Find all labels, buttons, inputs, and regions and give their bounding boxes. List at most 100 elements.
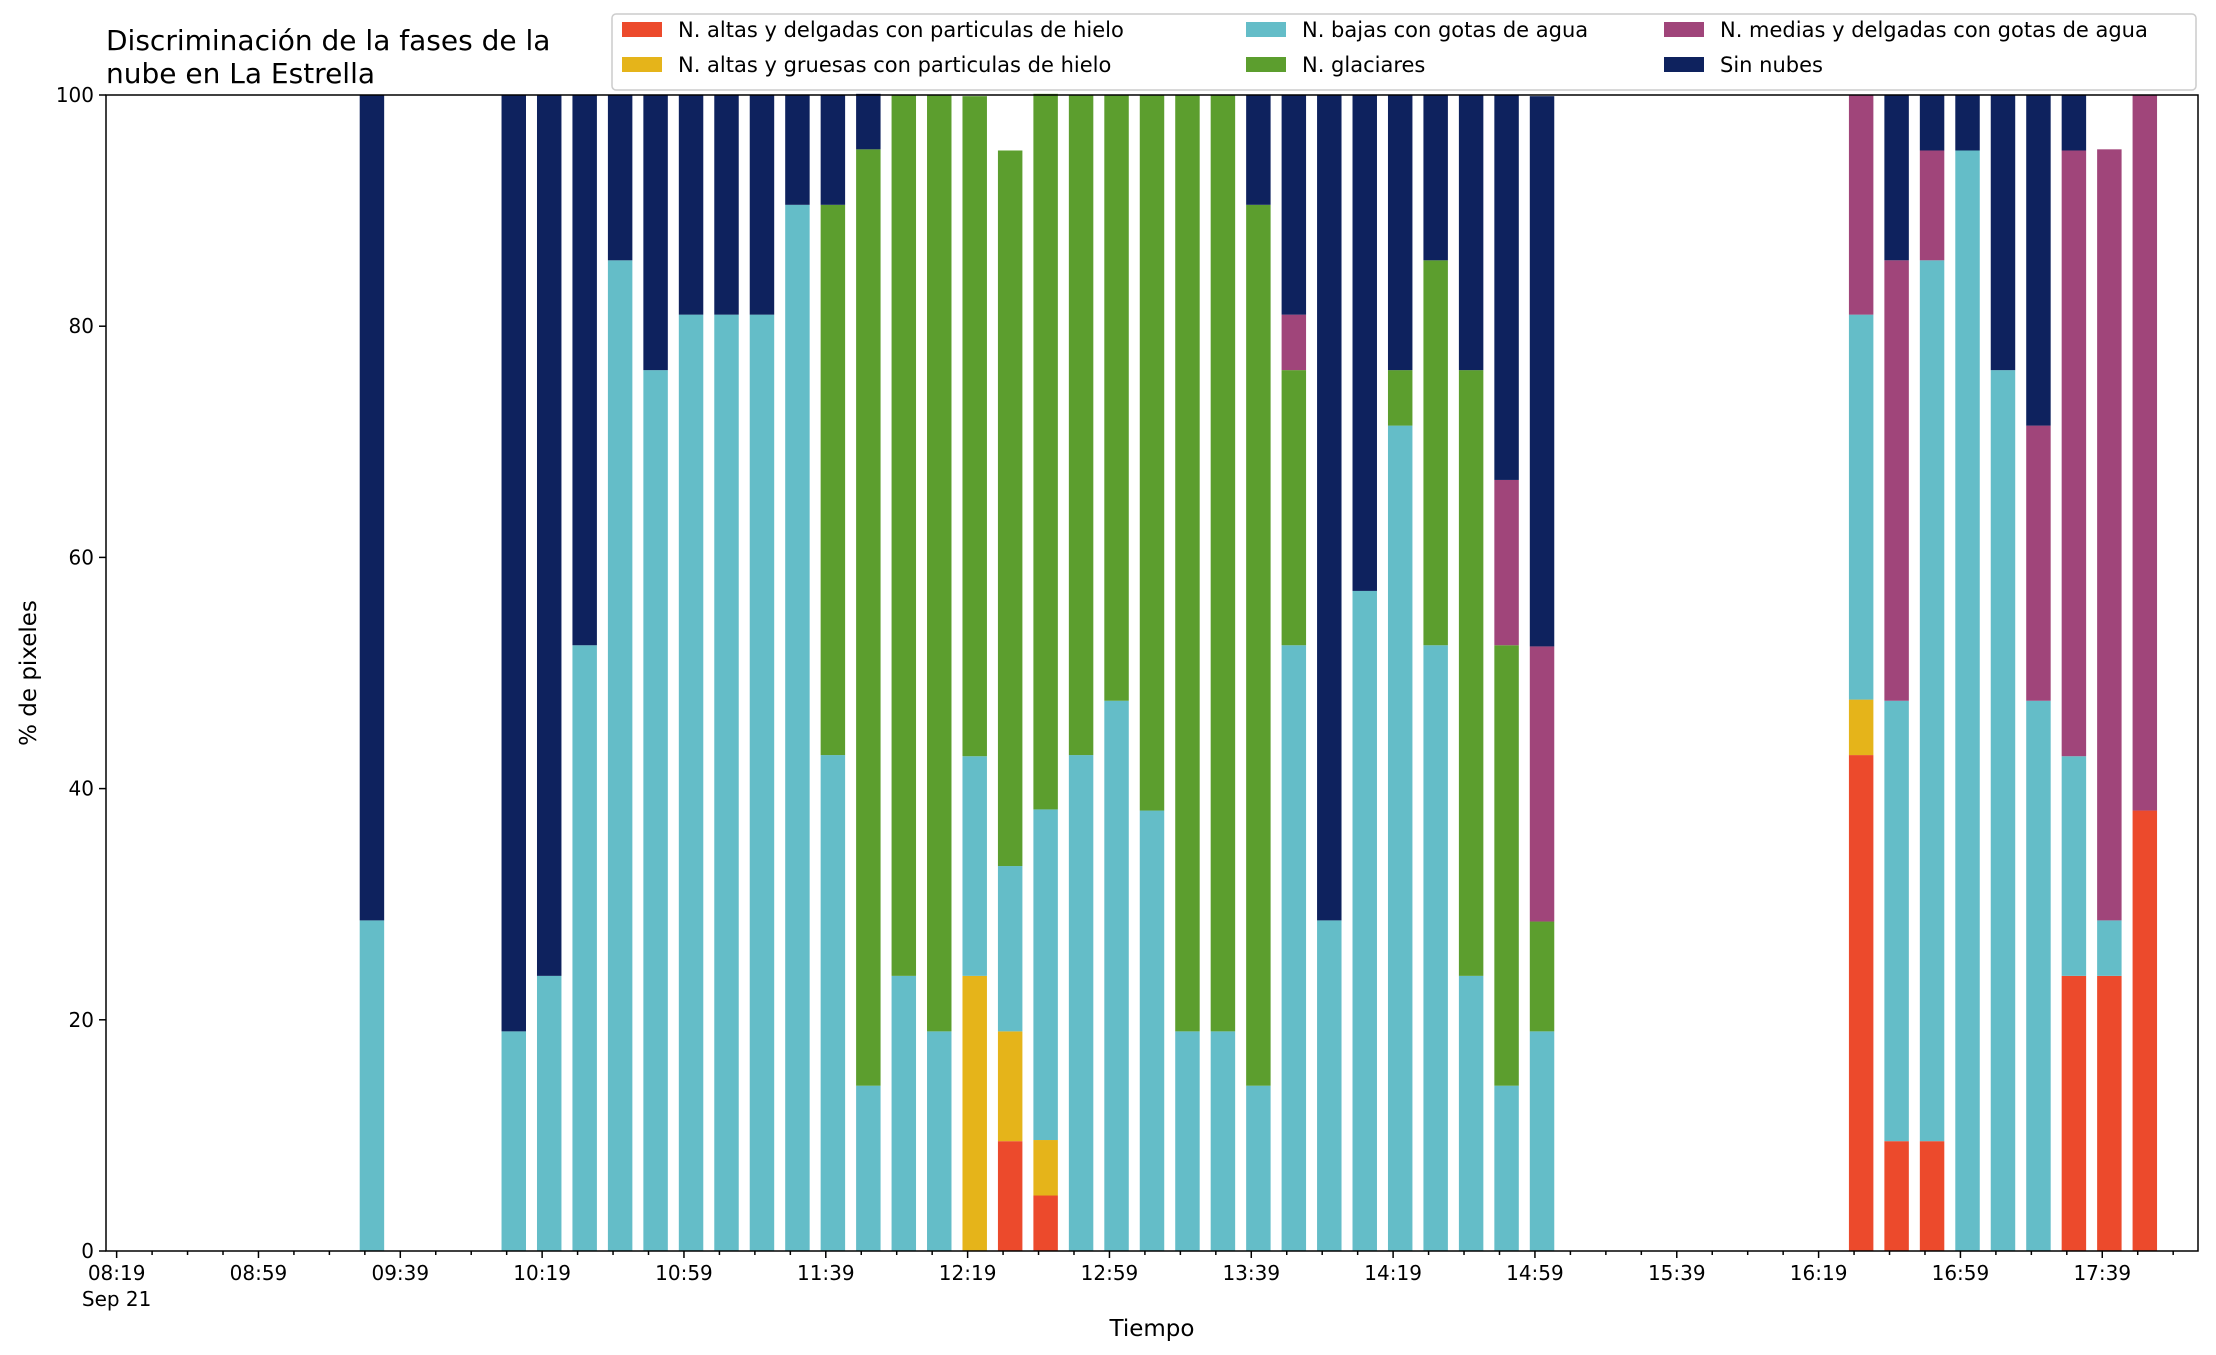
y-axis: 0 20 40 60 80 100 [56, 83, 106, 1263]
chart-title-line-2: nube en La Estrella [106, 57, 375, 90]
bar-segment [678, 95, 704, 315]
bar-segment [820, 755, 846, 1251]
bar-segment [1139, 95, 1165, 811]
bar-segment [1068, 95, 1094, 756]
y-tick-label: 0 [81, 1239, 94, 1263]
x-tick-label: 14:59 [1506, 1261, 1564, 1285]
bar-segment [856, 149, 881, 1086]
bar-segment [1529, 1031, 1555, 1251]
bar-segment [1210, 1031, 1236, 1251]
bar-segment [678, 314, 704, 1251]
bar-segment [1494, 479, 1519, 646]
bar-segment [1317, 95, 1342, 921]
bar-segment [1281, 645, 1307, 1251]
bar-segment [1884, 95, 1909, 261]
bar-segment [1317, 920, 1342, 1251]
bar-segment [1955, 95, 1980, 151]
y-tick-label: 80 [69, 314, 94, 338]
y-tick-label: 60 [69, 545, 94, 569]
bar-segment [1458, 95, 1484, 371]
legend-box [611, 13, 2197, 91]
bar-segment [1246, 1085, 1271, 1251]
bar-segment [856, 1085, 881, 1251]
x-tick-label: 10:19 [513, 1261, 571, 1285]
legend-swatch [622, 22, 662, 37]
x-tick-label: 16:59 [1932, 1261, 1990, 1285]
bar-segment [1175, 1031, 1200, 1251]
bar-segment [820, 204, 846, 756]
x-tick-label: 14:19 [1364, 1261, 1422, 1285]
bar-segment [1246, 204, 1271, 1086]
bar-segment [1281, 314, 1307, 371]
bar-segment [997, 866, 1023, 1032]
bar-segment [2097, 149, 2122, 921]
bar-segment [1990, 370, 2016, 1251]
legend-swatch [1246, 22, 1286, 37]
bar-segment [891, 95, 917, 976]
bar-segment [1494, 1085, 1519, 1251]
bar-segment [1423, 95, 1448, 261]
bar-segment [359, 920, 385, 1251]
bar-segment [997, 150, 1023, 867]
x-tick-label: 08:19 [88, 1261, 146, 1285]
bar-segment [1529, 646, 1555, 922]
y-tick-label: 20 [69, 1008, 94, 1032]
bar-segment [1104, 700, 1129, 1251]
x-tick-label: 08:59 [230, 1261, 288, 1285]
bar-segment [1423, 645, 1448, 1251]
y-tick-label: 40 [69, 777, 94, 801]
legend-label: Sin nubes [1720, 53, 1823, 77]
bar-segment [2132, 810, 2158, 1251]
bar-segment [501, 1031, 526, 1251]
bar-segment [2026, 425, 2051, 701]
bar-segment [1919, 150, 1945, 261]
bars-layer [359, 93, 2158, 1252]
bar-segment [536, 95, 562, 976]
bar-segment [607, 260, 633, 1252]
bar-segment [643, 95, 668, 371]
bar-segment [1494, 95, 1519, 480]
bar-segment [1033, 1140, 1058, 1196]
y-tick-label: 100 [56, 83, 94, 107]
bar-segment [1458, 975, 1484, 1251]
bar-segment [1884, 700, 1909, 1142]
legend: N. altas y delgadas con particulas de hi… [611, 13, 2197, 91]
bar-segment [1423, 260, 1448, 646]
bar-segment [820, 95, 846, 205]
x-tick-label: 15:39 [1648, 1261, 1706, 1285]
bar-segment [962, 756, 987, 976]
bar-segment [785, 204, 810, 1251]
bar-segment [1068, 755, 1094, 1251]
bar-segment [1246, 95, 1271, 205]
x-tick-label: 11:39 [797, 1261, 855, 1285]
bar-segment [1529, 96, 1555, 647]
bar-segment [1955, 150, 1980, 1251]
bar-segment [962, 96, 987, 757]
bar-segment [1990, 95, 2016, 371]
bar-segment [2061, 756, 2087, 976]
y-axis-label: % de pixeles [16, 600, 42, 746]
bar-segment [1387, 425, 1413, 1252]
bar-segment [536, 975, 562, 1251]
bar-segment [1175, 95, 1200, 1032]
bar-segment [2132, 95, 2158, 811]
legend-label: N. altas y gruesas con particulas de hie… [678, 53, 1111, 77]
x-axis-label: Tiempo [1109, 1316, 1195, 1342]
bar-segment [962, 975, 987, 1251]
bar-segment [1884, 260, 1909, 701]
bar-segment [1281, 95, 1307, 315]
bar-segment [643, 370, 668, 1251]
bar-segment [2061, 975, 2087, 1251]
bar-segment [1848, 314, 1874, 700]
bar-segment [997, 1141, 1023, 1251]
bar-segment [2061, 150, 2087, 757]
bar-segment [1104, 95, 1129, 701]
bar-segment [2097, 975, 2122, 1251]
bar-segment [856, 93, 881, 150]
bar-segment [1848, 95, 1874, 315]
bar-segment [891, 975, 917, 1251]
bar-segment [607, 95, 633, 261]
legend-swatch [622, 57, 662, 72]
